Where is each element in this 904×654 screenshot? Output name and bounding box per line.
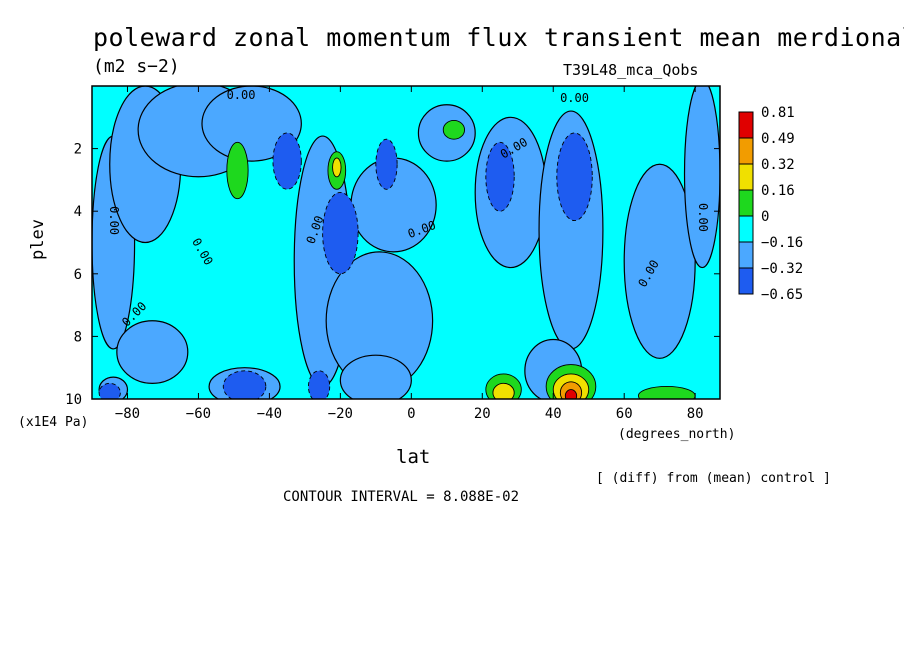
plot-frame (91, 85, 721, 400)
diff-note: [ (diff) from (mean) control ] (596, 471, 831, 486)
contour-region-14 (339, 354, 412, 399)
colorbar-label-3: 0.16 (761, 183, 795, 199)
chart-title: poleward zonal momentum flux transient m… (93, 23, 904, 52)
contour-region-30 (637, 386, 696, 399)
colorbar-label-5: −0.16 (761, 235, 803, 251)
contour-region-19 (375, 138, 398, 190)
y-tick-label-1: 4 (74, 204, 82, 220)
colorbar-swatch-2 (738, 163, 754, 191)
y-tick-label-2: 6 (74, 267, 82, 283)
colorbar: 0.81 0.49 0.32 0.16 0 −0.16 −0.32 −0.65 (738, 105, 803, 303)
colorbar-swatch-4 (738, 215, 754, 243)
y-tick-label-3: 8 (74, 329, 82, 345)
colorbar-label-4: 0 (761, 209, 769, 225)
x-axis-label: lat (396, 446, 431, 468)
x-axis-units: (degrees_north) (618, 427, 736, 442)
contour-region-35 (564, 389, 578, 399)
contour-region-12 (683, 86, 720, 269)
colorbar-label-6: −0.32 (761, 261, 803, 277)
contour-label-3: 0.00 (107, 206, 121, 235)
y-tick-label-4: 10 (65, 392, 82, 408)
contour-region-33 (332, 157, 342, 178)
x-tick-label-2: −40 (257, 406, 282, 422)
contour-region-21 (556, 132, 593, 222)
contour-region-27 (442, 119, 465, 140)
x-axis-ticks: −80 −60 −40 −20 0 20 40 60 80 (115, 86, 704, 422)
contour-label-9: 0.00 (696, 203, 710, 232)
x-tick-label-4: 0 (407, 406, 415, 422)
y-axis-ticks: 2 4 6 8 10 (65, 142, 720, 408)
contour-label-1: 0.00 (560, 91, 589, 105)
y-tick-label-0: 2 (74, 142, 82, 158)
contour-interval: CONTOUR INTERVAL = 8.088E-02 (283, 489, 520, 505)
x-tick-label-5: 20 (474, 406, 491, 422)
contour-region-4 (116, 320, 189, 384)
colorbar-swatch-0 (738, 111, 754, 139)
contour-region-18 (322, 191, 359, 275)
contour-region-24 (98, 382, 121, 399)
contour-region-17 (272, 132, 302, 190)
x-tick-label-8: 80 (687, 406, 704, 422)
contour-region-25 (226, 141, 249, 200)
plot-area (92, 86, 720, 399)
colorbar-swatch-6 (738, 267, 754, 295)
run-label: T39L48_mca_Qobs (563, 61, 699, 79)
contour-region-23 (307, 370, 331, 399)
chart-units: (m2 s−2) (93, 56, 180, 77)
colorbar-label-7: −0.65 (761, 287, 803, 303)
colorbar-swatch-5 (738, 241, 754, 269)
x-tick-label-7: 60 (616, 406, 633, 422)
colorbar-swatch-3 (738, 189, 754, 217)
contour-region-22 (222, 370, 267, 399)
colorbar-label-2: 0.32 (761, 157, 795, 173)
x-tick-label-6: 40 (545, 406, 562, 422)
colorbar-label-1: 0.49 (761, 131, 795, 147)
contour-region-31 (492, 382, 515, 399)
y-axis-units: (x1E4 Pa) (18, 415, 89, 430)
x-tick-label-1: −60 (186, 406, 211, 422)
contour-label-0: 0.00 (227, 88, 256, 102)
x-tick-label-3: −20 (328, 406, 353, 422)
contour-region-20 (485, 141, 515, 212)
x-tick-label-0: −80 (115, 406, 140, 422)
colorbar-swatch-1 (738, 137, 754, 165)
colorbar-label-0: 0.81 (761, 105, 795, 121)
